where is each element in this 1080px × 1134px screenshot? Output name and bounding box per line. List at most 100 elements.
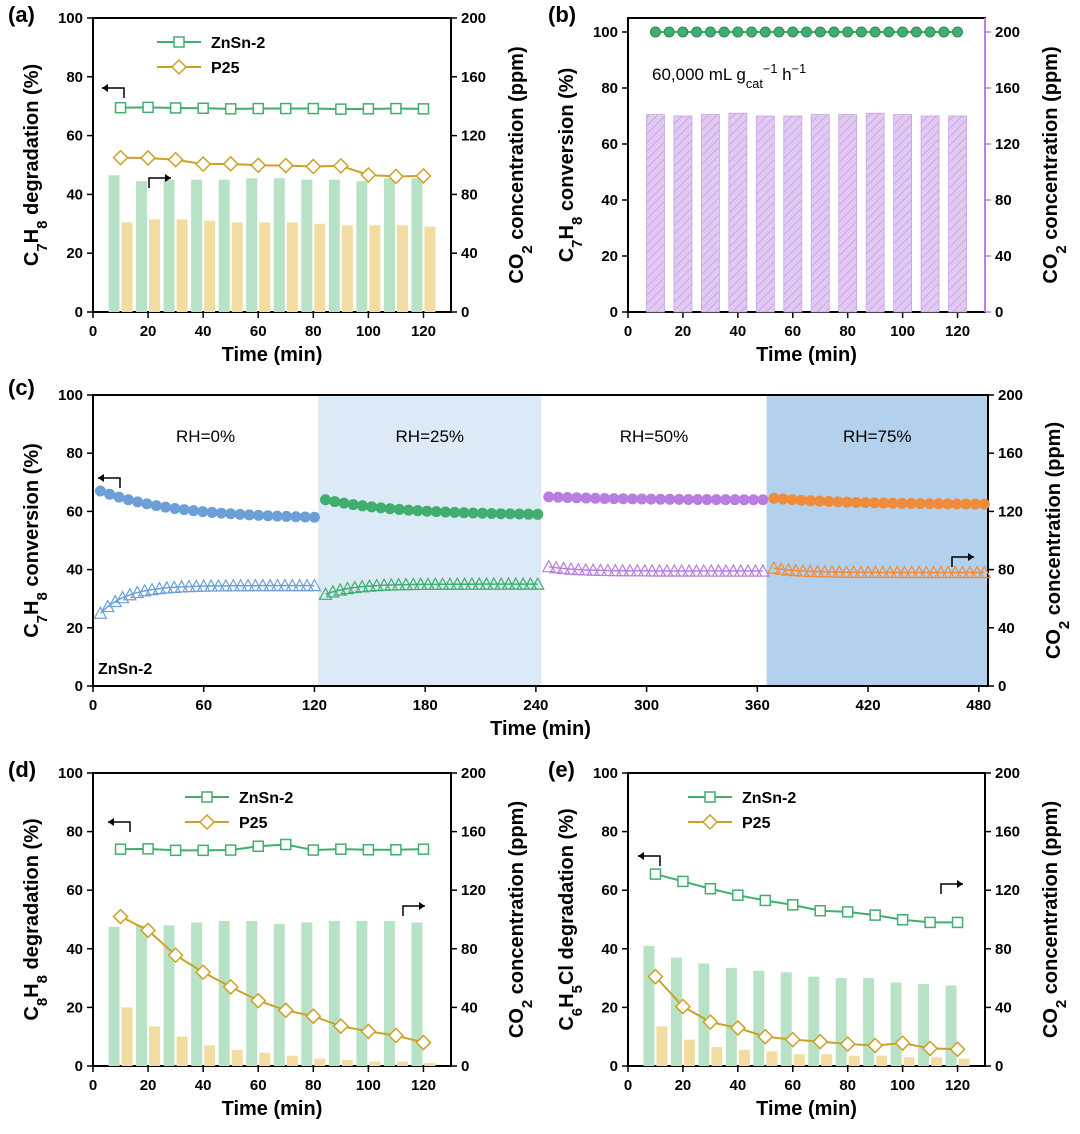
annotation-part: −1 [763, 61, 778, 76]
line-znsn-point [307, 844, 320, 856]
y-tick-label-left: 0 [610, 304, 618, 321]
line-p25-point [167, 151, 184, 168]
y-tick-label-left: 40 [66, 562, 83, 579]
conversion-point [141, 498, 153, 510]
conversion-point [924, 26, 936, 38]
bar-p25-co2 [176, 1036, 188, 1066]
bar-znsn-co2 [273, 178, 285, 312]
conversion-point [951, 498, 963, 510]
x-tick-label: 80 [305, 323, 322, 340]
panel-d: 0 20 40 60 80 100 120 0 20 40 60 80 100 0 40 80 120 160 20… [8, 757, 536, 1120]
x-tick-label: 80 [839, 323, 856, 340]
co2-point [240, 578, 256, 592]
bar-p25-co2 [821, 1054, 833, 1066]
conversion-point [486, 507, 498, 519]
rh-region-label: RH=75% [843, 427, 912, 446]
x-tick-label: 40 [195, 1077, 212, 1094]
left-axis-arrow [102, 87, 125, 98]
conversion-point [897, 26, 909, 38]
x-axis-title: Time (min) [222, 1098, 323, 1120]
co2-point [479, 576, 494, 590]
bar-co2 [920, 115, 940, 313]
co2-point [355, 579, 370, 593]
panel-c: 0 60 120 180 240 300 360 420 480 0 20 40 60 80 100 0 40 8… [8, 375, 1073, 740]
conversion-point [663, 26, 675, 38]
x-tick-label: 0 [89, 323, 97, 340]
conversion-point [814, 26, 826, 38]
line-p25-point [195, 964, 212, 981]
x-tick-label: 120 [945, 323, 970, 340]
y-tick-label-right: 80 [461, 941, 478, 958]
y-tick-label-left: 100 [58, 765, 83, 782]
conversion-point [682, 493, 694, 505]
label-part: CO [506, 254, 528, 284]
legend-marker [173, 36, 185, 48]
bar-p25-co2 [656, 1026, 668, 1066]
bar-znsn-co2 [301, 179, 313, 312]
conversion-point [718, 26, 730, 38]
bar-p25-co2 [149, 219, 161, 312]
co2-point [622, 563, 638, 577]
conversion-point [290, 511, 302, 523]
bar-znsn-co2 [108, 926, 120, 1066]
y-tick-label-right: 0 [461, 1058, 469, 1075]
conversion-point [347, 499, 359, 511]
line-znsn-point [390, 102, 402, 115]
y-axis-title-left: C6H5Cl degradation (%) [556, 808, 586, 1030]
x-tick-label: 120 [302, 697, 327, 714]
conversion-point [805, 495, 817, 507]
legend-label: ZnSn-2 [742, 790, 796, 807]
label-part: concentration (ppm) [506, 46, 528, 245]
co2-point [832, 564, 847, 578]
y-tick-label-left: 100 [58, 10, 83, 27]
bar-p25-co2 [121, 222, 133, 312]
left-axis-arrow [638, 855, 661, 866]
conversion-point [701, 494, 713, 506]
co2-point [824, 564, 839, 578]
x-axis-title: Time (min) [756, 1098, 857, 1120]
bar-p25-co2 [931, 1057, 943, 1066]
co2-point [442, 576, 457, 590]
conversion-point [132, 496, 144, 508]
co2-point [523, 576, 538, 590]
co2-point [486, 576, 501, 590]
bar-znsn-co2 [863, 978, 875, 1066]
conversion-point [887, 497, 899, 509]
conversion-point [855, 26, 867, 38]
co2-point [875, 565, 890, 579]
y-tick-label-right: 200 [998, 387, 1023, 404]
co2-point [586, 562, 601, 576]
right-axis-arrowhead [419, 902, 425, 910]
co2-point [457, 576, 472, 590]
label-part: C [21, 623, 43, 637]
line-znsn-point [787, 899, 799, 911]
co2-point [882, 565, 898, 579]
bar-p25-co2 [259, 222, 271, 312]
sample-label: ZnSn-2 [98, 661, 152, 678]
x-tick-label: 100 [356, 323, 381, 340]
conversion-point [403, 504, 415, 516]
y-tick-label-left: 0 [75, 1058, 83, 1075]
line-znsn-point [142, 843, 154, 855]
line-znsn-point [224, 103, 237, 115]
conversion-point [795, 494, 807, 506]
line-znsn-point [169, 102, 182, 114]
line-p25 [120, 156, 424, 178]
conversion-point [206, 506, 218, 518]
co2-point [853, 565, 868, 578]
line-p25-point [949, 1041, 966, 1058]
co2-point [307, 578, 322, 592]
co2-point [755, 563, 770, 577]
bar-p25-co2 [204, 220, 216, 312]
co2-point [726, 563, 741, 577]
label-part: 8 [569, 217, 586, 225]
conversion-point [969, 498, 981, 510]
conversion-point [664, 493, 676, 505]
label-part: concentration (ppm) [1043, 422, 1065, 621]
co2-point [340, 581, 355, 595]
bar-znsn-co2 [328, 179, 340, 312]
line-znsn-point [362, 844, 375, 856]
line-znsn-point [869, 909, 881, 921]
bar-p25-co2 [369, 1061, 381, 1066]
